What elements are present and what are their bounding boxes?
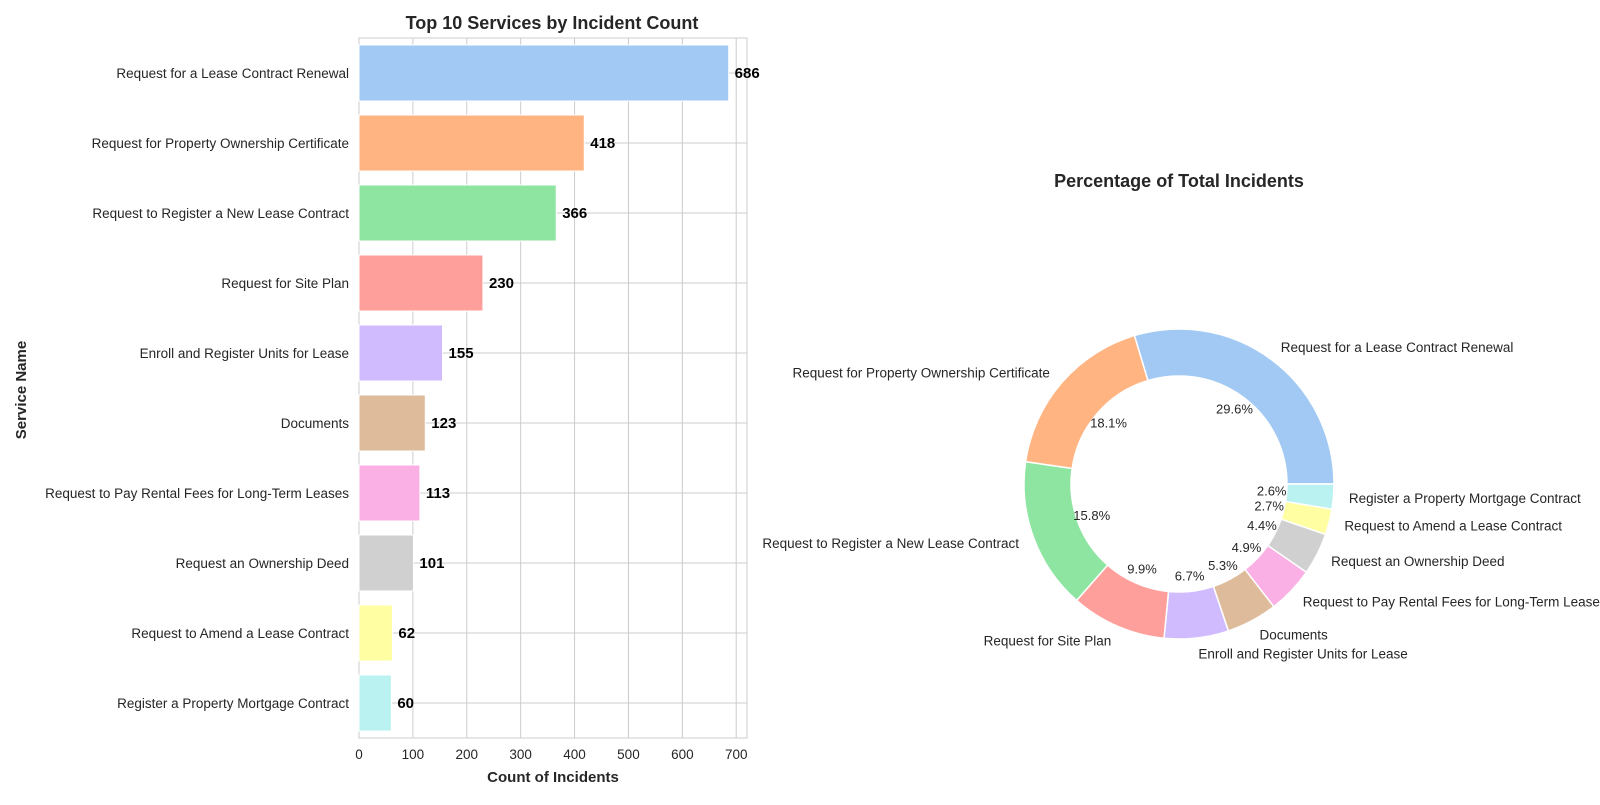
bar-value-label: 123 <box>431 415 456 432</box>
bar-value-label: 155 <box>449 345 474 362</box>
bar-marks <box>358 44 730 732</box>
bar-value-label: 101 <box>419 555 444 572</box>
bar-value-label: 366 <box>562 205 587 222</box>
bar-x-tick-label: 300 <box>509 747 532 762</box>
bar-category-label: Request for a Lease Contract Renewal <box>116 66 349 81</box>
bar-category-label: Documents <box>281 416 350 431</box>
donut-percent-labels: 29.6% 18.1% 15.8% 9.9% 6.7%5.3% 4.9% 4.4% 2.7%2… <box>1073 401 1287 583</box>
bar-value-label: 60 <box>397 695 414 712</box>
donut-category-label: Request for a Lease Contract Renewal <box>1281 340 1514 355</box>
bar <box>358 464 421 522</box>
donut-percent-label: 6.7% <box>1175 568 1205 583</box>
donut-category-label: Register a Property Mortgage Contract <box>1349 491 1581 506</box>
bar-value-label: 62 <box>398 625 415 642</box>
bar <box>358 114 585 172</box>
donut-percent-label: 4.9% <box>1232 540 1262 555</box>
bar-value-labels: 60 62 101 113 123 155 230 366 418 686 <box>397 65 759 712</box>
bar-category-label: Request for Property Ownership Certifica… <box>92 136 349 151</box>
bar-value-label: 418 <box>590 135 615 152</box>
bar <box>358 254 484 312</box>
bar-y-axis-label: Service Name <box>13 341 30 439</box>
bar-category-label: Request to Amend a Lease Contract <box>131 626 349 641</box>
bar <box>358 394 426 452</box>
donut-category-label: Request to Register a New Lease Contract <box>762 536 1019 551</box>
bar-x-ticks: 0 100 200 300 400 500 600 700 <box>355 747 747 762</box>
bar-x-tick-label: 600 <box>671 747 694 762</box>
bar-x-tick-label: 200 <box>456 747 479 762</box>
bar-x-tick-label: 0 <box>355 747 363 762</box>
donut-chart: Percentage of Total Incidents 29.6% 18.1%… <box>762 171 1600 661</box>
donut-category-labels: Request for a Lease Contract Renewal Requ… <box>762 340 1600 661</box>
donut-slice <box>1284 483 1335 511</box>
bar <box>358 534 414 592</box>
bar-x-tick-label: 400 <box>563 747 586 762</box>
donut-category-label: Request for Property Ownership Certifica… <box>792 366 1049 381</box>
donut-slices <box>1023 328 1335 640</box>
donut-percent-label: 4.4% <box>1247 518 1277 533</box>
bar-chart-title: Top 10 Services by Incident Count <box>406 13 699 33</box>
bar-chart: Top 10 Services by Incident Count 0 100 20… <box>13 13 760 786</box>
donut-percent-label: 9.9% <box>1127 561 1157 576</box>
bar-category-label: Enroll and Register Units for Lease <box>140 346 349 361</box>
donut-chart-title: Percentage of Total Incidents <box>1054 171 1304 191</box>
bar-value-label: 686 <box>735 65 760 82</box>
donut-percent-label: 18.1% <box>1090 415 1127 430</box>
bar-category-label: Request for Site Plan <box>221 276 349 291</box>
donut-category-label: Enroll and Register Units for Lease <box>1198 646 1407 661</box>
bar-x-tick-label: 100 <box>402 747 425 762</box>
bar-category-label: Register a Property Mortgage Contract <box>117 696 349 711</box>
bar <box>358 44 730 102</box>
bar-category-label: Request to Pay Rental Fees for Long-Term… <box>45 486 349 501</box>
donut-category-label: Request an Ownership Deed <box>1331 554 1504 569</box>
bar-x-axis-label: Count of Incidents <box>487 769 619 786</box>
bar-category-label: Request to Register a New Lease Contract <box>92 206 349 221</box>
donut-percent-label: 2.7% <box>1254 499 1284 514</box>
donut-category-label: Request to Pay Rental Fees for Long-Term… <box>1303 594 1600 609</box>
bar-value-label: 230 <box>489 275 514 292</box>
bar <box>358 604 393 662</box>
bar <box>358 324 444 382</box>
donut-slice <box>1024 334 1149 470</box>
donut-category-label: Documents <box>1259 627 1328 642</box>
bar-x-tick-label: 500 <box>617 747 640 762</box>
bar-x-tick-label: 700 <box>725 747 748 762</box>
bar <box>358 674 392 732</box>
donut-percent-label: 5.3% <box>1208 558 1238 573</box>
bar <box>358 184 557 242</box>
donut-category-label: Request for Site Plan <box>984 633 1112 648</box>
bar-value-label: 113 <box>426 485 450 502</box>
bar-category-label: Request an Ownership Deed <box>176 556 349 571</box>
donut-category-label: Request to Amend a Lease Contract <box>1344 519 1562 534</box>
bar-y-ticks: Register a Property Mortgage Contract Req… <box>45 66 349 711</box>
donut-percent-label: 29.6% <box>1216 401 1253 416</box>
donut-percent-label: 15.8% <box>1073 508 1110 523</box>
donut-percent-label: 2.6% <box>1257 484 1287 499</box>
